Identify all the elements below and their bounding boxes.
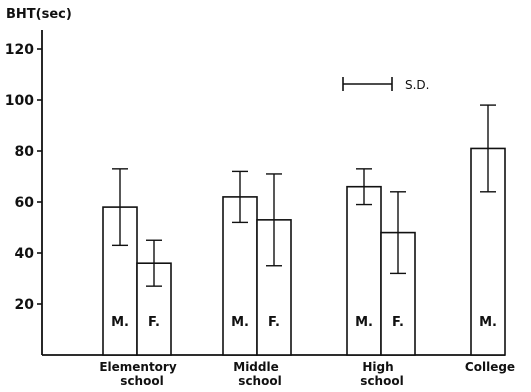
category-label-line2: school — [360, 374, 403, 388]
bar-label: M. — [231, 315, 249, 330]
y-axis-title: BHT(sec) — [6, 7, 72, 22]
bar-label: M. — [479, 315, 497, 330]
category-labels: ElementoryschoolMiddleschoolHighschoolCo… — [99, 360, 515, 388]
bar-labels: M. F. M. F. M. F. M. — [111, 315, 497, 330]
bar-label: F. — [392, 315, 404, 330]
y-tick-label: 100 — [5, 93, 34, 109]
category-label: High — [362, 360, 393, 374]
bars — [102, 147, 506, 356]
y-tick-label: 40 — [15, 246, 35, 262]
y-ticks: 20 40 60 80 100 120 — [5, 42, 42, 313]
y-tick-label: 80 — [15, 144, 35, 160]
category-label: Elementory — [99, 360, 177, 374]
bar-label: F. — [148, 315, 160, 330]
y-tick-label: 120 — [5, 42, 34, 58]
legend-sd-label: S.D. — [405, 78, 430, 92]
y-tick-label: 60 — [15, 195, 35, 211]
bar-label: F. — [268, 315, 280, 330]
category-label-line2: school — [238, 374, 281, 388]
bar-label: M. — [355, 315, 373, 330]
bar-label: M. — [111, 315, 129, 330]
category-label: Middle — [233, 360, 279, 374]
y-tick-label: 20 — [15, 297, 35, 313]
category-label: College — [465, 360, 515, 374]
category-label-line2: school — [120, 374, 163, 388]
error-bars — [112, 104, 496, 287]
legend: S.D. — [342, 77, 430, 92]
